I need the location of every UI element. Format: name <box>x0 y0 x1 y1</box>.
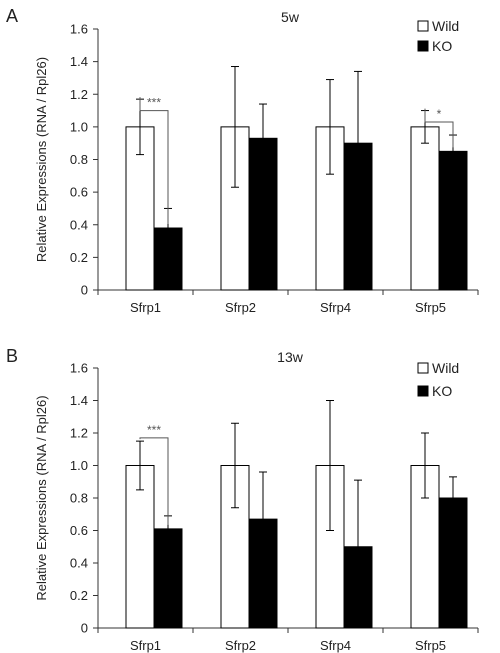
panel-b-significance-bracket <box>139 437 169 525</box>
panel-a-y-tick-label: 1.6 <box>70 22 88 37</box>
panel-b-legend-label-ko: KO <box>432 383 452 399</box>
panel-b-category-label-sfrp2: Sfrp2 <box>225 638 256 653</box>
panel-b-category-label-sfrp1: Sfrp1 <box>130 638 161 653</box>
panel-a-y-tick-label: 1.2 <box>70 87 88 102</box>
panel-b-y-axis-label: Relative Expressions (RNA / Rpl26) <box>34 395 49 600</box>
panel-a-legend-label-wild: Wild <box>432 18 459 34</box>
panel-b-significance-label: *** <box>147 423 161 437</box>
panel-b-legend-swatch-wild <box>417 362 429 374</box>
panel-a-legend-swatch-wild <box>417 20 429 32</box>
panel-b-y-tick-label: 0.8 <box>70 491 88 506</box>
panel-b-title: 13w <box>277 349 304 365</box>
panel-b-category-label-sfrp4: Sfrp4 <box>320 638 351 653</box>
panel-a-y-tick-label: 1.4 <box>70 54 88 69</box>
panel-b-y-tick-label: 1.0 <box>70 458 88 473</box>
panel-b-label: B <box>6 346 18 366</box>
panel-a-y-tick-label: 0.2 <box>70 250 88 265</box>
panel-b-y-tick-label: 0 <box>81 621 88 636</box>
panel-a-bar-wild-sfrp1 <box>125 126 155 291</box>
panel-a-title: 5w <box>281 9 300 25</box>
panel-b-y-tick-label: 1.4 <box>70 393 88 408</box>
panel-b-y-tick-label: 1.2 <box>70 426 88 441</box>
panel-a-category-label-sfrp5: Sfrp5 <box>415 300 446 315</box>
panel-b-y-tick-label: 0.2 <box>70 588 88 603</box>
panel-a-y-tick-label: 1.0 <box>70 119 88 134</box>
panel-a-y-axis-label: Relative Expressions (RNA / Rpl26) <box>34 57 49 262</box>
panel-a-legend-label-ko: KO <box>432 38 452 54</box>
panel-a-category-label-sfrp1: Sfrp1 <box>130 300 161 315</box>
panel-a-bar-wild-sfrp5 <box>410 126 440 291</box>
panel-a-y-tick-label: 0.4 <box>70 217 88 232</box>
panel-a-legend-swatch-ko <box>417 40 429 52</box>
panel-a-category-label-sfrp2: Sfrp2 <box>225 300 256 315</box>
panel-b-category-label-sfrp5: Sfrp5 <box>415 638 446 653</box>
panel-a-bar-ko-sfrp5 <box>438 150 468 291</box>
panel-a-y-tick-label: 0 <box>81 283 88 298</box>
panel-b-y-tick-label: 0.6 <box>70 523 88 538</box>
panel-a-significance-label: * <box>437 107 442 121</box>
panel-a-category-label-sfrp4: Sfrp4 <box>320 300 351 315</box>
panel-b-y-tick-label: 0.4 <box>70 556 88 571</box>
panel-a-label: A <box>6 6 18 26</box>
panel-b-bar-ko-sfrp1 <box>153 528 183 629</box>
panel-a-y-tick-label: 0.6 <box>70 185 88 200</box>
panel-a-significance-label: *** <box>147 96 161 110</box>
panel-b-bar-ko-sfrp5 <box>438 497 468 629</box>
panel-a-y-tick-label: 0.8 <box>70 152 88 167</box>
panel-b-legend-label-wild: Wild <box>432 360 459 376</box>
panel-a-significance-bracket <box>139 97 169 225</box>
panel-b-y-tick-label: 1.6 <box>70 361 88 376</box>
panel-a-significance-bracket <box>424 108 454 148</box>
panel-b-legend-swatch-ko <box>417 385 429 397</box>
